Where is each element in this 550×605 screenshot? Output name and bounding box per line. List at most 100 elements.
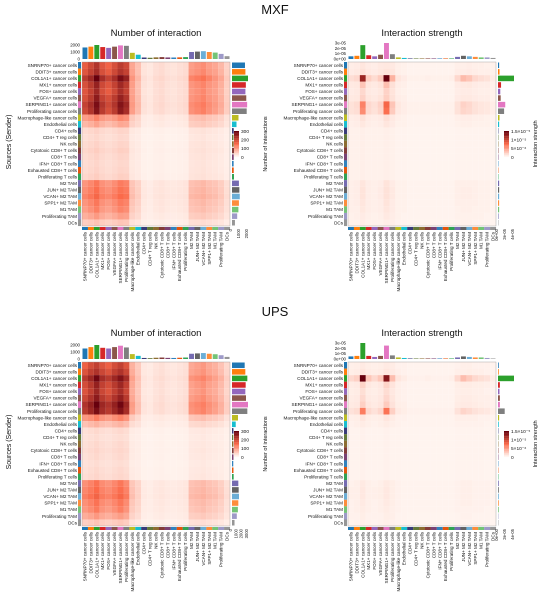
row-label: SERPING1+ cancer cells [292, 402, 344, 407]
heatmap-cell [218, 153, 225, 161]
heatmap-cell [419, 153, 426, 161]
column-color-swatch [206, 527, 213, 530]
heatmap-cell [484, 199, 491, 207]
row-label: VEGFA+ cancer cells [299, 96, 343, 101]
heatmap-cell [365, 206, 372, 213]
heatmap-cell [460, 88, 467, 95]
heatmap-cell [200, 166, 207, 174]
heatmap-cell [105, 440, 112, 448]
heatmap-cell [466, 493, 473, 500]
heatmap-cell [176, 153, 183, 161]
heatmap-cell [182, 75, 189, 82]
heatmap-cell [413, 147, 420, 154]
row-total-bar [232, 454, 234, 460]
heatmap-cell [377, 193, 384, 200]
heatmap-cell [82, 107, 88, 115]
heatmap-cell [377, 212, 384, 220]
heatmap-cell [93, 186, 100, 194]
heatmap-cell [348, 460, 354, 468]
heatmap-cell [395, 519, 402, 527]
heatmap-cell [111, 88, 118, 95]
heatmap-cell [484, 62, 491, 69]
heatmap-cell [430, 368, 437, 376]
heatmap-cell [424, 121, 431, 128]
row-label: DDIT3+ cancer cells [36, 69, 78, 74]
heatmap-cell [82, 434, 88, 441]
heatmap-cell [111, 434, 118, 441]
heatmap-cell [401, 160, 408, 168]
heatmap-cell [353, 88, 360, 95]
heatmap-cell [206, 394, 213, 402]
heatmap-cell [442, 519, 449, 527]
heatmap-cell [490, 493, 497, 500]
heatmap-cell [448, 114, 455, 122]
heatmap-cell [158, 114, 165, 122]
heatmap-cell [371, 421, 378, 428]
heatmap-cell [401, 166, 408, 174]
heatmap-cell [206, 480, 213, 487]
heatmap-cell [484, 499, 491, 507]
column-color-swatch [490, 227, 497, 230]
heatmap-cell [206, 199, 213, 207]
heatmap-cell [218, 75, 225, 82]
heatmap-cell [82, 206, 88, 213]
heatmap-cell [472, 394, 479, 402]
heatmap-cell [141, 212, 148, 220]
heatmap-cell [206, 180, 213, 187]
heatmap-cell [389, 94, 396, 102]
row-color-swatch [344, 401, 347, 408]
heatmap-cell [170, 453, 177, 461]
heatmap-cell [105, 114, 112, 122]
heatmap-cell [164, 388, 171, 395]
heatmap-cell [135, 447, 142, 454]
heatmap-cell [153, 134, 160, 141]
heatmap-cell [170, 186, 177, 194]
heatmap-cell [135, 140, 142, 148]
heatmap-cell [182, 519, 189, 527]
heatmap-cell [129, 421, 136, 428]
heatmap-cell [377, 493, 384, 500]
heatmap-cell [123, 460, 130, 468]
heatmap-cell [460, 121, 467, 128]
heatmap-cell [413, 434, 420, 441]
heatmap-cell [472, 94, 479, 102]
row-color-swatch [344, 388, 347, 395]
heatmap-cell [478, 394, 485, 402]
heatmap-cell [188, 375, 195, 382]
row-label: DCs [334, 520, 344, 525]
heatmap-cell [176, 381, 183, 389]
heatmap-cell [413, 121, 420, 128]
row-total-bar [232, 154, 234, 160]
heatmap-cell [117, 101, 124, 108]
heatmap-cell [478, 473, 485, 481]
row-color-swatch [344, 480, 347, 487]
heatmap-cell [164, 499, 171, 507]
heatmap-cell [218, 68, 225, 76]
heatmap-cell [147, 107, 154, 115]
heatmap-cell [395, 193, 402, 200]
column-color-swatch [419, 227, 426, 230]
heatmap-cell [164, 107, 171, 115]
column-color-swatch [141, 527, 148, 530]
heatmap-cell [164, 453, 171, 461]
heatmap-cell [460, 506, 467, 513]
heatmap-cell [194, 434, 201, 441]
column-label: Exhausted CD8+ T cells [443, 231, 448, 281]
heatmap-cell [170, 473, 177, 481]
row-total-bar [498, 82, 502, 88]
column-total-bar [478, 57, 484, 59]
heatmap-cell [460, 401, 467, 408]
heatmap-cell [407, 388, 414, 395]
heatmap-cell [353, 140, 360, 148]
top-bar-tick: 2e-05 [335, 346, 347, 351]
right-bar-tick: 0e+00 [494, 228, 499, 240]
heatmap-cell [353, 134, 360, 141]
heatmap-cell [212, 427, 219, 435]
column-label: JUN+ M2 TAM [461, 532, 466, 562]
heatmap-cell [87, 388, 94, 395]
heatmap-cell [395, 94, 402, 102]
heatmap-cell [87, 362, 94, 369]
heatmap-cell [194, 166, 201, 174]
heatmap-cell [490, 219, 497, 227]
heatmap-cell [359, 401, 366, 408]
